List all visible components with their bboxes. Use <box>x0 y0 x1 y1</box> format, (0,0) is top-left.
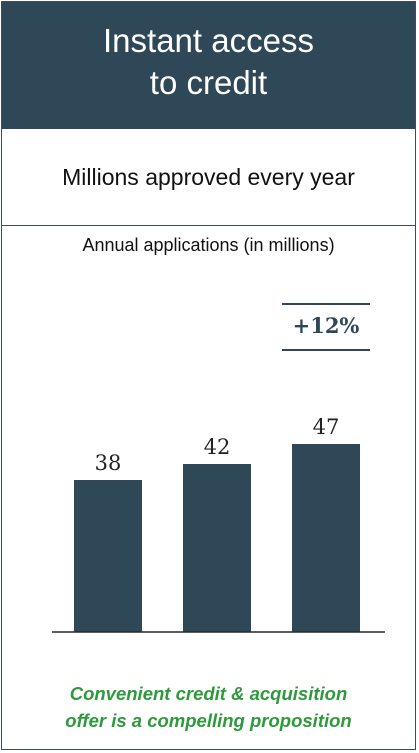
header-title-line2: to credit <box>149 64 268 101</box>
panel-header: Instant access to credit <box>2 2 415 129</box>
growth-annotation: +12% <box>293 313 360 338</box>
data-label-2011: 38 <box>95 451 122 475</box>
bar-chart: 382011422012472013+12% <box>52 303 385 633</box>
chart-title: Annual applications (in millions) <box>82 235 335 255</box>
bar-2012 <box>183 464 251 632</box>
footer-takeaway: Convenient credit & acquisition offer is… <box>2 680 415 734</box>
data-label-2013: 47 <box>313 415 340 439</box>
footer-line2: offer is a compelling proposition <box>65 710 352 731</box>
header-title-line1: Instant access <box>103 22 314 59</box>
data-label-2012: 42 <box>204 435 231 459</box>
footer-line1: Convenient credit & acquisition <box>69 683 348 704</box>
bar-2011 <box>74 480 142 632</box>
panel-subheader: Millions approved every year <box>2 129 415 226</box>
bar-2013 <box>292 444 360 632</box>
